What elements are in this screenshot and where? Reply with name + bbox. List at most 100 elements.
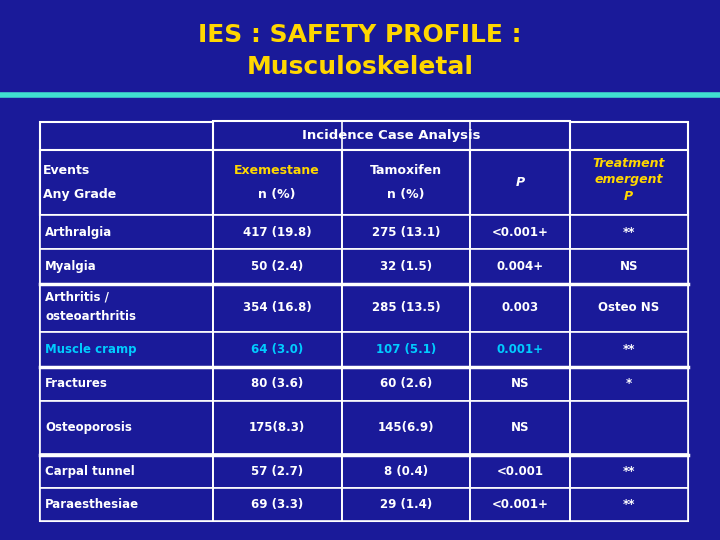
Bar <box>341 150 470 215</box>
Bar <box>570 367 688 401</box>
Text: 175(8.3): 175(8.3) <box>249 421 305 434</box>
Bar <box>341 455 470 488</box>
Bar <box>212 122 570 150</box>
Bar <box>570 284 688 332</box>
Text: *: * <box>626 377 632 390</box>
Bar <box>341 401 470 455</box>
Bar <box>40 150 212 215</box>
Bar <box>40 284 212 332</box>
Text: **: ** <box>623 343 635 356</box>
Text: 0.003: 0.003 <box>502 301 539 314</box>
Text: **: ** <box>623 464 635 478</box>
Bar <box>40 455 212 488</box>
Bar <box>212 455 341 488</box>
Text: Events: Events <box>43 164 91 177</box>
Text: 145(6.9): 145(6.9) <box>378 421 434 434</box>
Text: Any Grade: Any Grade <box>43 188 117 201</box>
Bar <box>341 249 470 284</box>
Text: 354 (16.8): 354 (16.8) <box>243 301 312 314</box>
Text: Carpal tunnel: Carpal tunnel <box>45 464 135 478</box>
Text: 69 (3.3): 69 (3.3) <box>251 498 303 511</box>
Bar <box>570 249 688 284</box>
Text: 417 (19.8): 417 (19.8) <box>243 226 311 239</box>
Bar <box>40 122 688 521</box>
Bar <box>212 249 341 284</box>
Bar <box>470 401 570 455</box>
Bar <box>40 488 212 521</box>
Bar <box>212 150 341 215</box>
Text: emergent: emergent <box>595 173 663 186</box>
Text: **: ** <box>623 226 635 239</box>
Bar <box>212 332 341 367</box>
Bar <box>341 488 470 521</box>
Text: Arthritis /: Arthritis / <box>45 291 109 303</box>
Text: osteoarthritis: osteoarthritis <box>45 310 136 323</box>
Bar <box>341 215 470 249</box>
Text: 60 (2.6): 60 (2.6) <box>380 377 432 390</box>
Text: 107 (5.1): 107 (5.1) <box>376 343 436 356</box>
Bar <box>40 401 212 455</box>
Bar <box>341 284 470 332</box>
Bar <box>212 367 341 401</box>
Bar <box>470 367 570 401</box>
Bar <box>470 150 570 215</box>
Bar <box>470 249 570 284</box>
Text: P: P <box>516 176 525 189</box>
Bar <box>470 284 570 332</box>
Text: 64 (3.0): 64 (3.0) <box>251 343 303 356</box>
Text: Exemestane: Exemestane <box>234 164 320 177</box>
Bar <box>570 488 688 521</box>
Text: n (%): n (%) <box>258 188 296 201</box>
Text: NS: NS <box>510 377 529 390</box>
Text: Osteoporosis: Osteoporosis <box>45 421 132 434</box>
Bar <box>570 215 688 249</box>
Text: 80 (3.6): 80 (3.6) <box>251 377 303 390</box>
Text: NS: NS <box>619 260 638 273</box>
Text: 0.004+: 0.004+ <box>497 260 544 273</box>
Text: 285 (13.5): 285 (13.5) <box>372 301 440 314</box>
Text: Paraesthesiae: Paraesthesiae <box>45 498 140 511</box>
Bar <box>570 150 688 215</box>
Bar <box>212 215 341 249</box>
Bar <box>212 401 341 455</box>
Text: <0.001+: <0.001+ <box>492 226 549 239</box>
Bar <box>470 455 570 488</box>
Text: P: P <box>624 190 634 202</box>
Bar <box>570 401 688 455</box>
Text: Tamoxifen: Tamoxifen <box>370 164 442 177</box>
Text: 32 (1.5): 32 (1.5) <box>380 260 432 273</box>
Text: n (%): n (%) <box>387 188 425 201</box>
Text: 50 (2.4): 50 (2.4) <box>251 260 303 273</box>
Bar <box>212 488 341 521</box>
Text: <0.001+: <0.001+ <box>492 498 549 511</box>
Text: NS: NS <box>510 421 529 434</box>
Bar <box>40 332 212 367</box>
Text: <0.001: <0.001 <box>497 464 544 478</box>
Bar <box>40 215 212 249</box>
Text: Muscle cramp: Muscle cramp <box>45 343 137 356</box>
Text: 275 (13.1): 275 (13.1) <box>372 226 440 239</box>
Bar <box>470 215 570 249</box>
Text: Arthralgia: Arthralgia <box>45 226 112 239</box>
Bar <box>40 249 212 284</box>
Text: Incidence Case Analysis: Incidence Case Analysis <box>302 130 480 143</box>
Text: Myalgia: Myalgia <box>45 260 97 273</box>
Text: 8 (0.4): 8 (0.4) <box>384 464 428 478</box>
Text: Treatment: Treatment <box>593 157 665 170</box>
Bar <box>40 367 212 401</box>
Bar <box>470 332 570 367</box>
Text: 29 (1.4): 29 (1.4) <box>380 498 432 511</box>
Bar <box>341 332 470 367</box>
Bar <box>212 284 341 332</box>
Text: **: ** <box>623 498 635 511</box>
Text: IES : SAFETY PROFILE :: IES : SAFETY PROFILE : <box>198 23 522 47</box>
Text: 57 (2.7): 57 (2.7) <box>251 464 303 478</box>
Bar <box>570 332 688 367</box>
Text: Fractures: Fractures <box>45 377 108 390</box>
Text: 0.001+: 0.001+ <box>497 343 544 356</box>
Bar <box>570 455 688 488</box>
Text: Musculoskeletal: Musculoskeletal <box>246 56 474 79</box>
Bar <box>341 367 470 401</box>
Text: Osteo NS: Osteo NS <box>598 301 660 314</box>
Bar <box>470 488 570 521</box>
